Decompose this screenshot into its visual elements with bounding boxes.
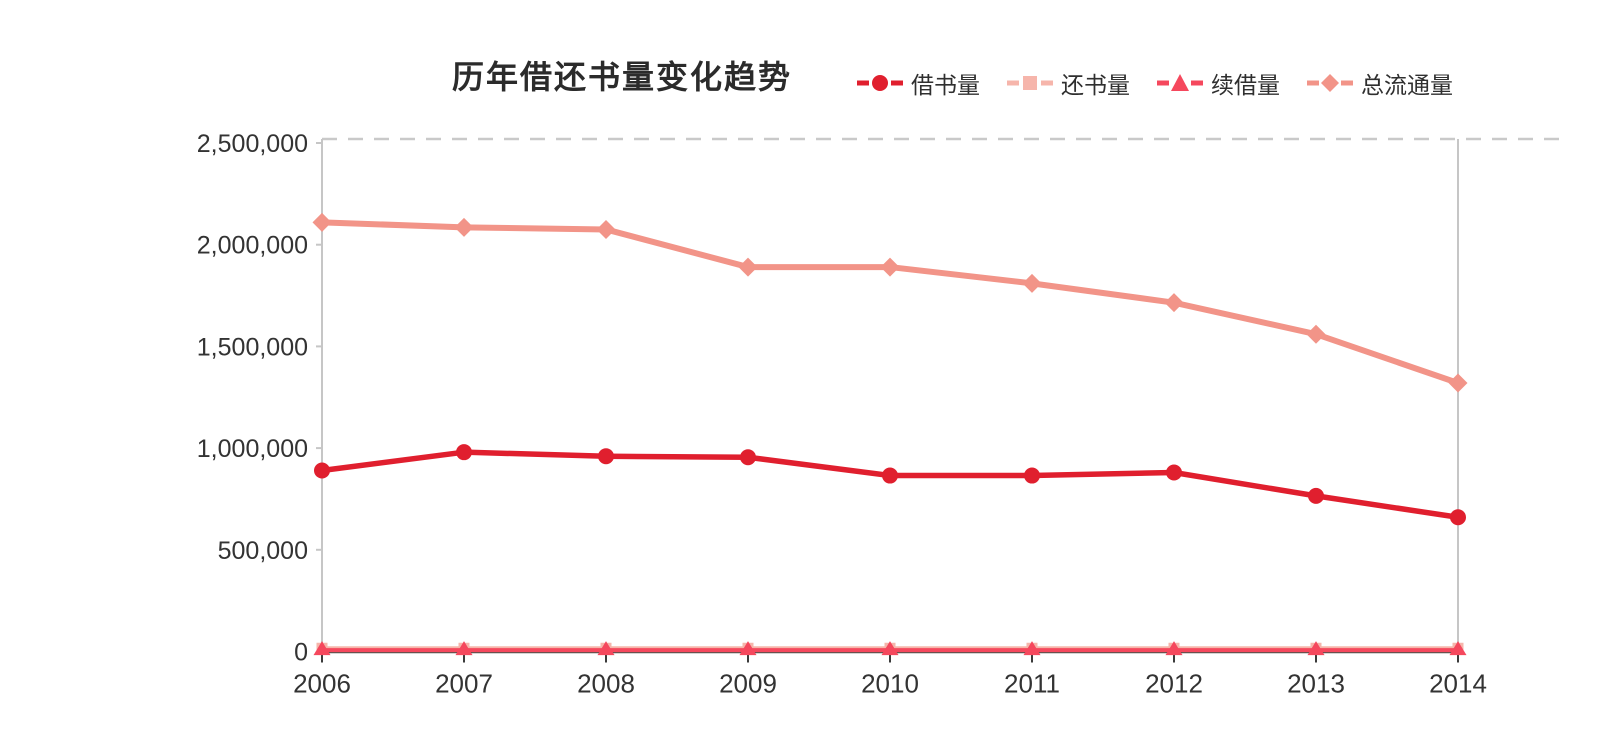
- series-line-diamond: [319, 219, 1461, 387]
- x-axis-label: 2011: [1004, 669, 1060, 699]
- data-point-diamond: [1448, 373, 1468, 393]
- data-point-diamond: [880, 257, 900, 277]
- data-point-triangle: [313, 641, 331, 656]
- data-point-diamond: [1306, 324, 1326, 344]
- data-point-circle: [1450, 509, 1466, 526]
- y-axis-label: 2,000,000: [197, 232, 308, 260]
- x-axis-label: 2012: [1145, 669, 1203, 699]
- x-axis-label: 2013: [1287, 669, 1345, 699]
- data-point-triangle: [1449, 641, 1467, 656]
- x-axis-label: 2006: [293, 669, 351, 699]
- data-point-circle: [740, 449, 756, 466]
- data-point-triangle: [455, 641, 473, 656]
- data-point-triangle: [597, 641, 615, 656]
- data-point-diamond: [1022, 273, 1042, 293]
- x-axis-label: 2009: [719, 669, 777, 699]
- square-legend-icon: [1007, 76, 1053, 90]
- y-axis-label: 0: [294, 639, 308, 667]
- legend-item-triangle[interactable]: 续借量: [1156, 66, 1280, 100]
- series-line-circle: [319, 449, 1461, 521]
- x-axis-label: 2010: [861, 669, 919, 699]
- data-point-triangle: [739, 641, 757, 656]
- legend-item-square[interactable]: 还书量: [1006, 66, 1130, 100]
- circle-legend-icon: [857, 75, 903, 91]
- x-axis-label: 2014: [1429, 669, 1487, 699]
- chart-legend: 借书量 还书量 续借量 总流通量: [856, 66, 1453, 100]
- x-axis-label: 2007: [435, 669, 493, 699]
- data-point-diamond: [596, 219, 616, 239]
- y-axis-label: 1,500,000: [197, 333, 308, 361]
- data-point-circle: [1024, 467, 1040, 484]
- legend-label: 续借量: [1211, 72, 1280, 98]
- y-axis-label: 500,000: [218, 537, 308, 565]
- diamond-legend-icon: [1307, 74, 1353, 92]
- data-point-circle: [456, 444, 472, 461]
- data-point-triangle: [1307, 641, 1325, 656]
- legend-label: 还书量: [1061, 72, 1130, 98]
- y-axis-label: 1,000,000: [197, 435, 308, 463]
- data-point-circle: [1166, 464, 1182, 481]
- legend-label: 借书量: [911, 72, 980, 98]
- data-point-circle: [314, 462, 330, 479]
- chart-title: 历年借还书量变化趋势: [452, 59, 793, 95]
- legend-item-circle[interactable]: 借书量: [856, 66, 980, 100]
- x-axis-label: 2008: [577, 669, 635, 699]
- data-point-circle: [882, 467, 898, 484]
- legend-item-diamond[interactable]: 总流通量: [1306, 66, 1453, 100]
- legend-label: 总流通量: [1361, 72, 1453, 98]
- y-axis-label: 2,500,000: [197, 130, 308, 158]
- data-point-diamond: [312, 212, 332, 232]
- data-point-circle: [598, 448, 614, 465]
- data-point-triangle: [1165, 641, 1183, 656]
- data-point-diamond: [454, 217, 474, 237]
- data-point-circle: [1308, 487, 1324, 504]
- data-point-triangle: [1023, 641, 1041, 656]
- triangle-legend-icon: [1157, 74, 1203, 91]
- data-point-diamond: [738, 257, 758, 277]
- data-point-diamond: [1164, 293, 1184, 313]
- data-point-triangle: [881, 641, 899, 656]
